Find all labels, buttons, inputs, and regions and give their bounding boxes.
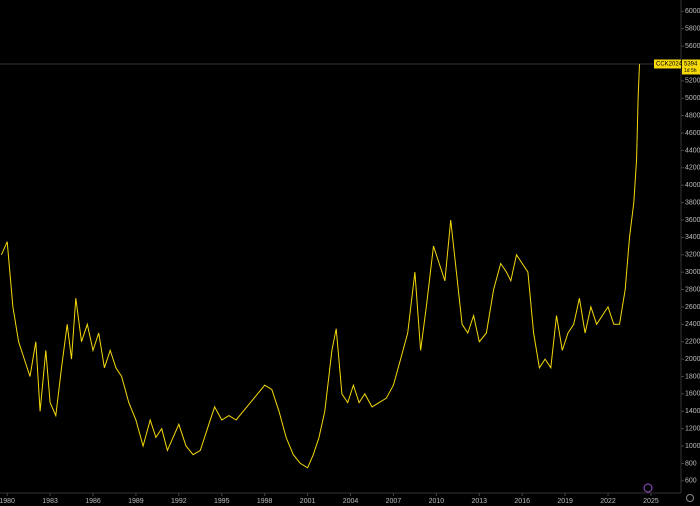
x-tick-label: 2025 bbox=[643, 498, 659, 505]
x-tick-label: 2022 bbox=[600, 498, 616, 505]
y-tick-label: 3600 bbox=[685, 217, 700, 224]
y-tick-label: 3800 bbox=[685, 199, 700, 206]
x-tick-label: 1986 bbox=[85, 498, 101, 505]
y-tick-label: 2200 bbox=[685, 339, 700, 346]
y-tick-label: 3200 bbox=[685, 252, 700, 259]
x-tick-label: 2001 bbox=[300, 498, 316, 505]
y-tick-label: 1000 bbox=[685, 443, 700, 450]
y-tick-label: 1800 bbox=[685, 373, 700, 380]
event-icon[interactable] bbox=[643, 483, 653, 493]
y-tick-label: 800 bbox=[685, 460, 697, 467]
y-tick-label: 3000 bbox=[685, 269, 700, 276]
y-tick-label: 600 bbox=[685, 478, 697, 485]
y-tick-label: 5000 bbox=[685, 95, 700, 102]
y-tick-label: 5200 bbox=[685, 78, 700, 85]
y-tick-label: 1400 bbox=[685, 408, 700, 415]
x-tick-label: 1980 bbox=[0, 498, 15, 505]
y-tick-label: 2000 bbox=[685, 356, 700, 363]
y-tick-label: 4800 bbox=[685, 112, 700, 119]
y-tick-label: 2600 bbox=[685, 304, 700, 311]
y-tick-label: 4400 bbox=[685, 147, 700, 154]
x-tick-label: 2004 bbox=[343, 498, 359, 505]
symbol-label: CCK2024 bbox=[656, 62, 683, 68]
x-tick-label: 1992 bbox=[171, 498, 187, 505]
settings-icon[interactable] bbox=[686, 494, 694, 502]
x-tick-label: 2019 bbox=[557, 498, 573, 505]
y-tick-label: 2800 bbox=[685, 286, 700, 293]
x-tick-label: 1989 bbox=[128, 498, 144, 505]
x-tick-label: 2013 bbox=[471, 498, 487, 505]
x-tick-label: 1995 bbox=[214, 498, 230, 505]
y-tick-label: 4600 bbox=[685, 130, 700, 137]
y-tick-label: 6000 bbox=[685, 8, 700, 15]
y-tick-label: 2400 bbox=[685, 321, 700, 328]
y-tick-label: 4200 bbox=[685, 165, 700, 172]
y-tick-label: 5600 bbox=[685, 43, 700, 50]
x-tick-label: 2007 bbox=[386, 498, 402, 505]
y-tick-label: 5800 bbox=[685, 26, 700, 33]
y-tick-label: 1200 bbox=[685, 426, 700, 433]
x-tick-label: 1983 bbox=[42, 498, 58, 505]
x-tick-label: 1998 bbox=[257, 498, 273, 505]
y-tick-label: 3400 bbox=[685, 234, 700, 241]
symbol-badge bbox=[654, 59, 681, 69]
price-label: 5394 bbox=[684, 62, 698, 68]
x-tick-label: 2016 bbox=[514, 498, 530, 505]
price-badge bbox=[682, 59, 700, 75]
x-tick-label: 2010 bbox=[429, 498, 445, 505]
countdown-label: 1d 5h bbox=[684, 68, 697, 74]
y-tick-label: 4000 bbox=[685, 182, 700, 189]
price-line bbox=[0, 63, 640, 469]
y-tick-label: 1600 bbox=[685, 391, 700, 398]
